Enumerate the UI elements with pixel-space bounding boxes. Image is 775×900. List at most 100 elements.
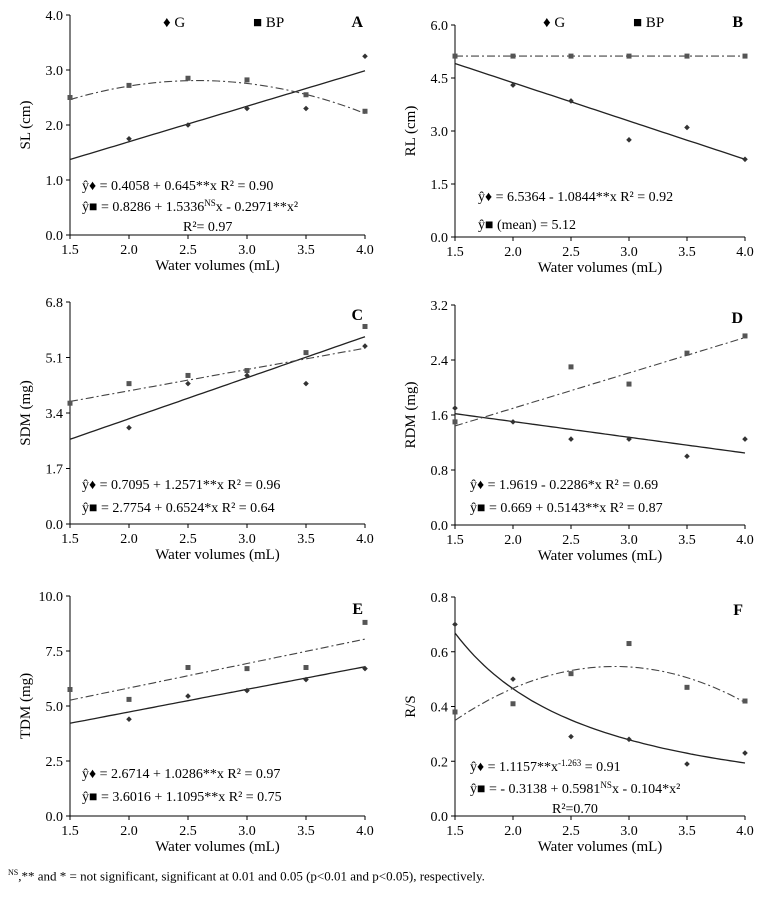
equation-suffix: x - 0.2971**x² — [216, 200, 298, 215]
regression-equation: ŷ■ = 2.7754 + 0.6524*x R² = 0.64 — [82, 501, 275, 516]
data-point-bp — [742, 698, 748, 704]
data-point-bp — [362, 108, 368, 114]
y-tick-label: 0.6 — [431, 646, 449, 661]
data-point-bp — [568, 671, 574, 677]
x-tick-label: 2.0 — [504, 824, 522, 839]
data-point-g — [742, 156, 748, 163]
x-tick-label: 4.0 — [736, 533, 754, 548]
x-tick-label: 1.5 — [61, 243, 79, 258]
fit-line-g — [454, 413, 746, 454]
footnote-sup: NS — [8, 868, 19, 877]
footnote: NS,** and * = not significant, significa… — [8, 868, 768, 884]
x-axis-label: Water volumes (mL) — [538, 548, 663, 564]
x-tick-label: 2.5 — [562, 533, 580, 548]
x-tick-label: 3.5 — [678, 824, 696, 839]
y-axis-label: R/S — [403, 695, 419, 718]
y-tick-label: 0.8 — [431, 591, 449, 606]
data-point-bp — [568, 53, 574, 59]
data-point-g — [303, 380, 309, 387]
data-point-bp — [510, 701, 516, 707]
y-tick-label: 0.0 — [431, 519, 449, 534]
y-tick-label: 10.0 — [39, 590, 64, 605]
data-point-bp — [626, 53, 632, 59]
equation-main: ŷ■ = 0.669 + 0.5143**x R² = 0.87 — [470, 501, 663, 516]
data-point-g — [684, 761, 690, 767]
data-point-bp — [684, 684, 690, 690]
data-point-bp — [303, 92, 309, 98]
y-tick-label: 2.5 — [46, 755, 64, 770]
equation-superscript: -1.263 — [558, 758, 582, 768]
data-point-bp — [126, 381, 132, 387]
x-tick-label: 1.5 — [61, 824, 79, 839]
x-axis-label: Water volumes (mL) — [155, 547, 280, 563]
data-point-g — [626, 137, 632, 143]
fit-line-bp — [454, 337, 746, 427]
chart-panel-e: 0.0 2.5 5.0 7.5 10.0 1.5 2.0 2.5 3.0 3.5 4.0 Water … — [18, 590, 374, 855]
y-tick-label: 1.5 — [431, 178, 449, 193]
fit-line-g — [454, 62, 746, 160]
y-tick-label: 0.0 — [431, 810, 449, 825]
data-point-g — [626, 436, 632, 442]
data-point-bp — [185, 75, 191, 81]
x-tick-label: 4.0 — [736, 824, 754, 839]
y-axis-label: SL (cm) — [18, 100, 34, 149]
fit-line-g — [69, 70, 366, 161]
equation-main: ŷ■ = - 0.3138 + 0.5981 — [470, 782, 600, 797]
x-axis-label: Water volumes (mL) — [538, 839, 663, 855]
legend-entry: ■ BP — [633, 15, 664, 31]
x-tick-label: 2.5 — [562, 245, 580, 260]
y-tick-label: 5.1 — [46, 352, 64, 367]
data-point-g — [244, 687, 250, 694]
data-point-bp — [742, 53, 748, 59]
chart-panel-f: 0.0 0.2 0.4 0.6 0.8 1.5 2.0 2.5 3.0 3.5 4.0 Water v… — [403, 591, 754, 855]
data-point-bp — [185, 665, 191, 670]
equation-suffix: x - 0.104*x² — [612, 782, 680, 797]
data-point-bp — [684, 53, 690, 59]
y-tick-label: 1.0 — [46, 174, 64, 189]
data-point-bp — [626, 641, 632, 647]
equation-main: ŷ♦ = 1.9619 - 0.2286*x R² = 0.69 — [470, 478, 658, 493]
y-axis-label: RL (cm) — [403, 106, 419, 157]
y-tick-label: 0.0 — [431, 231, 449, 246]
x-tick-label: 1.5 — [446, 245, 464, 260]
x-tick-label: 4.0 — [356, 824, 374, 839]
y-tick-label: 7.5 — [46, 645, 64, 660]
data-point-bp — [67, 687, 73, 692]
data-point-g — [185, 122, 191, 128]
regression-equation: ŷ♦ = 0.7095 + 1.2571**x R² = 0.96 — [82, 478, 280, 493]
data-point-g — [684, 453, 690, 460]
equation-superscript: NS — [204, 198, 216, 208]
data-point-g — [452, 405, 458, 411]
regression-equation: ŷ♦ = 0.4058 + 0.645**x R² = 0.90 — [82, 179, 273, 194]
data-point-g — [684, 124, 690, 131]
data-point-bp — [742, 333, 748, 339]
x-tick-label: 3.5 — [297, 243, 315, 258]
y-tick-label: 1.7 — [46, 463, 64, 478]
x-tick-label: 1.5 — [446, 824, 464, 839]
data-point-bp — [510, 53, 516, 59]
panel-label: C — [351, 307, 363, 324]
x-tick-label: 1.5 — [61, 532, 79, 547]
regression-equation: R²=0.70 — [552, 802, 598, 817]
equation-main: ŷ■ = 2.7754 + 0.6524*x R² = 0.64 — [82, 501, 275, 516]
regression-equation: ŷ♦ = 1.1157**x-1.263 = 0.91 — [470, 758, 621, 775]
y-tick-label: 3.2 — [431, 299, 449, 314]
data-point-bp — [684, 350, 690, 356]
x-tick-label: 2.5 — [179, 824, 197, 839]
x-tick-label: 2.0 — [120, 243, 138, 258]
x-tick-label: 2.0 — [120, 824, 138, 839]
data-point-g — [185, 693, 191, 699]
x-axis-label: Water volumes (mL) — [538, 260, 663, 276]
x-tick-label: 3.5 — [678, 533, 696, 548]
data-point-g — [452, 621, 458, 628]
data-point-bp — [244, 368, 250, 374]
panel-label: B — [732, 14, 743, 31]
legend-entry: ■ BP — [253, 15, 284, 31]
equation-main: R²= 0.97 — [183, 220, 232, 235]
x-tick-label: 3.5 — [297, 824, 315, 839]
data-point-g — [626, 736, 632, 743]
data-point-g — [126, 135, 132, 142]
y-tick-label: 3.4 — [46, 407, 64, 422]
data-point-bp — [568, 364, 574, 370]
equation-main: ŷ♦ = 1.1157**x — [470, 760, 558, 775]
